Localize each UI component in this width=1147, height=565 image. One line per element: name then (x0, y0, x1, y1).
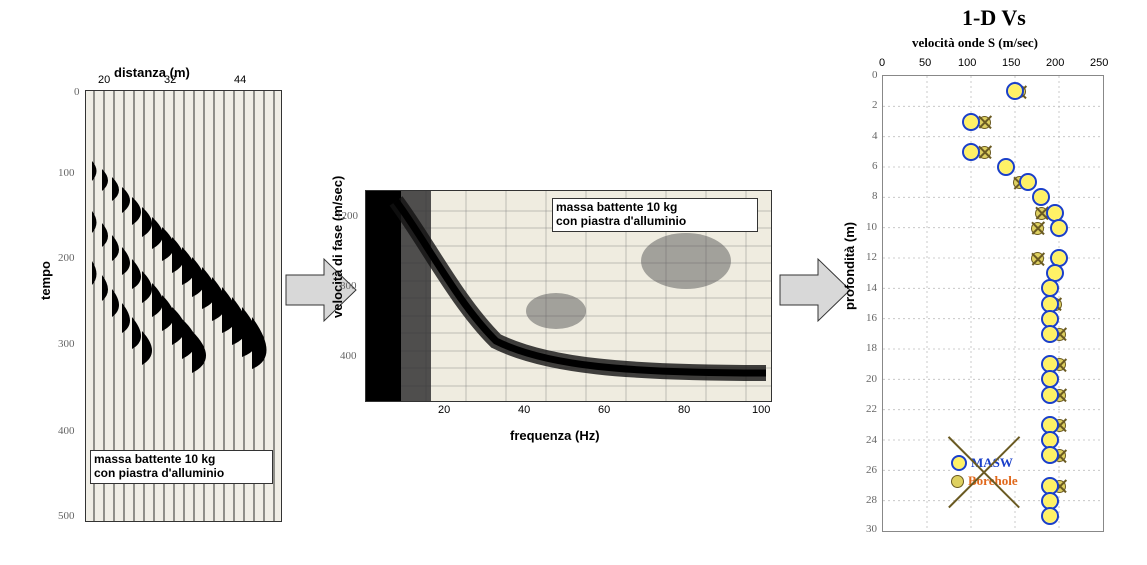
prof-ytick: 24 (866, 434, 877, 446)
profile-legend: MASW Borehole (951, 455, 1018, 489)
borehole-point (1031, 222, 1044, 235)
dispersion-ylabel: velocità di fase (m/sec) (330, 176, 345, 318)
seis-xtick: 44 (234, 74, 246, 86)
prof-ytick: 14 (866, 282, 877, 294)
masw-marker-icon (951, 455, 967, 471)
dispersion-annotation: massa battente 10 kg con piastra d'allum… (552, 198, 758, 232)
disp-xtick: 60 (598, 404, 610, 416)
seis-ytick: 300 (58, 338, 75, 350)
profile-ylabel: profondità (m) (842, 222, 857, 310)
prof-ytick: 10 (866, 221, 877, 233)
prof-ytick: 8 (872, 190, 878, 202)
disp-xtick: 40 (518, 404, 530, 416)
profile-subtitle: velocità onde S (m/sec) (912, 35, 1038, 51)
borehole-point (1031, 252, 1044, 265)
prof-ytick: 2 (872, 99, 878, 111)
seismogram-annotation: massa battente 10 kg con piastra d'allum… (90, 450, 273, 484)
disp-ytick: 800 (340, 280, 357, 292)
prof-xtick: 200 (1046, 57, 1064, 69)
prof-ytick: 6 (872, 160, 878, 172)
prof-xtick: 150 (1002, 57, 1020, 69)
masw-point (1041, 507, 1059, 525)
dispersion-xlabel: frequenza (Hz) (510, 428, 600, 443)
prof-ytick: 20 (866, 373, 877, 385)
prof-ytick: 18 (866, 342, 877, 354)
seis-xtick: 32 (164, 74, 176, 86)
prof-ytick: 22 (866, 403, 877, 415)
profile-title: 1-D Vs (962, 5, 1026, 31)
seismogram-xlabel: distanza (m) (114, 65, 190, 80)
seis-ytick: 400 (58, 425, 75, 437)
prof-ytick: 16 (866, 312, 877, 324)
prof-ytick: 26 (866, 464, 877, 476)
disp-xtick: 20 (438, 404, 450, 416)
disp-xtick: 100 (752, 404, 770, 416)
masw-point (1050, 219, 1068, 237)
prof-xtick: 250 (1090, 57, 1108, 69)
disp-ytick: 1200 (336, 210, 358, 222)
disp-ytick: 400 (340, 350, 357, 362)
seismogram-ylabel: tempo (38, 261, 53, 300)
borehole-point (978, 116, 991, 129)
masw-point (962, 143, 980, 161)
prof-xtick: 0 (879, 57, 885, 69)
seis-ytick: 0 (74, 86, 80, 98)
prof-ytick: 28 (866, 494, 877, 506)
disp-xtick: 80 (678, 404, 690, 416)
prof-ytick: 12 (866, 251, 877, 263)
prof-ytick: 4 (872, 130, 878, 142)
masw-point (1041, 325, 1059, 343)
seis-ytick: 100 (58, 167, 75, 179)
masw-point (962, 113, 980, 131)
figure-canvas: distanza (m) (0, 0, 1147, 565)
borehole-point (978, 146, 991, 159)
masw-point (1041, 386, 1059, 404)
seis-ytick: 200 (58, 252, 75, 264)
seis-ytick: 500 (58, 510, 75, 522)
seis-xtick: 20 (98, 74, 110, 86)
profile-plot: MASW Borehole (882, 75, 1104, 532)
prof-ytick: 0 (872, 69, 878, 81)
borehole-marker-icon (951, 475, 964, 488)
prof-xtick: 100 (958, 57, 976, 69)
prof-xtick: 50 (919, 57, 931, 69)
prof-ytick: 30 (866, 523, 877, 535)
